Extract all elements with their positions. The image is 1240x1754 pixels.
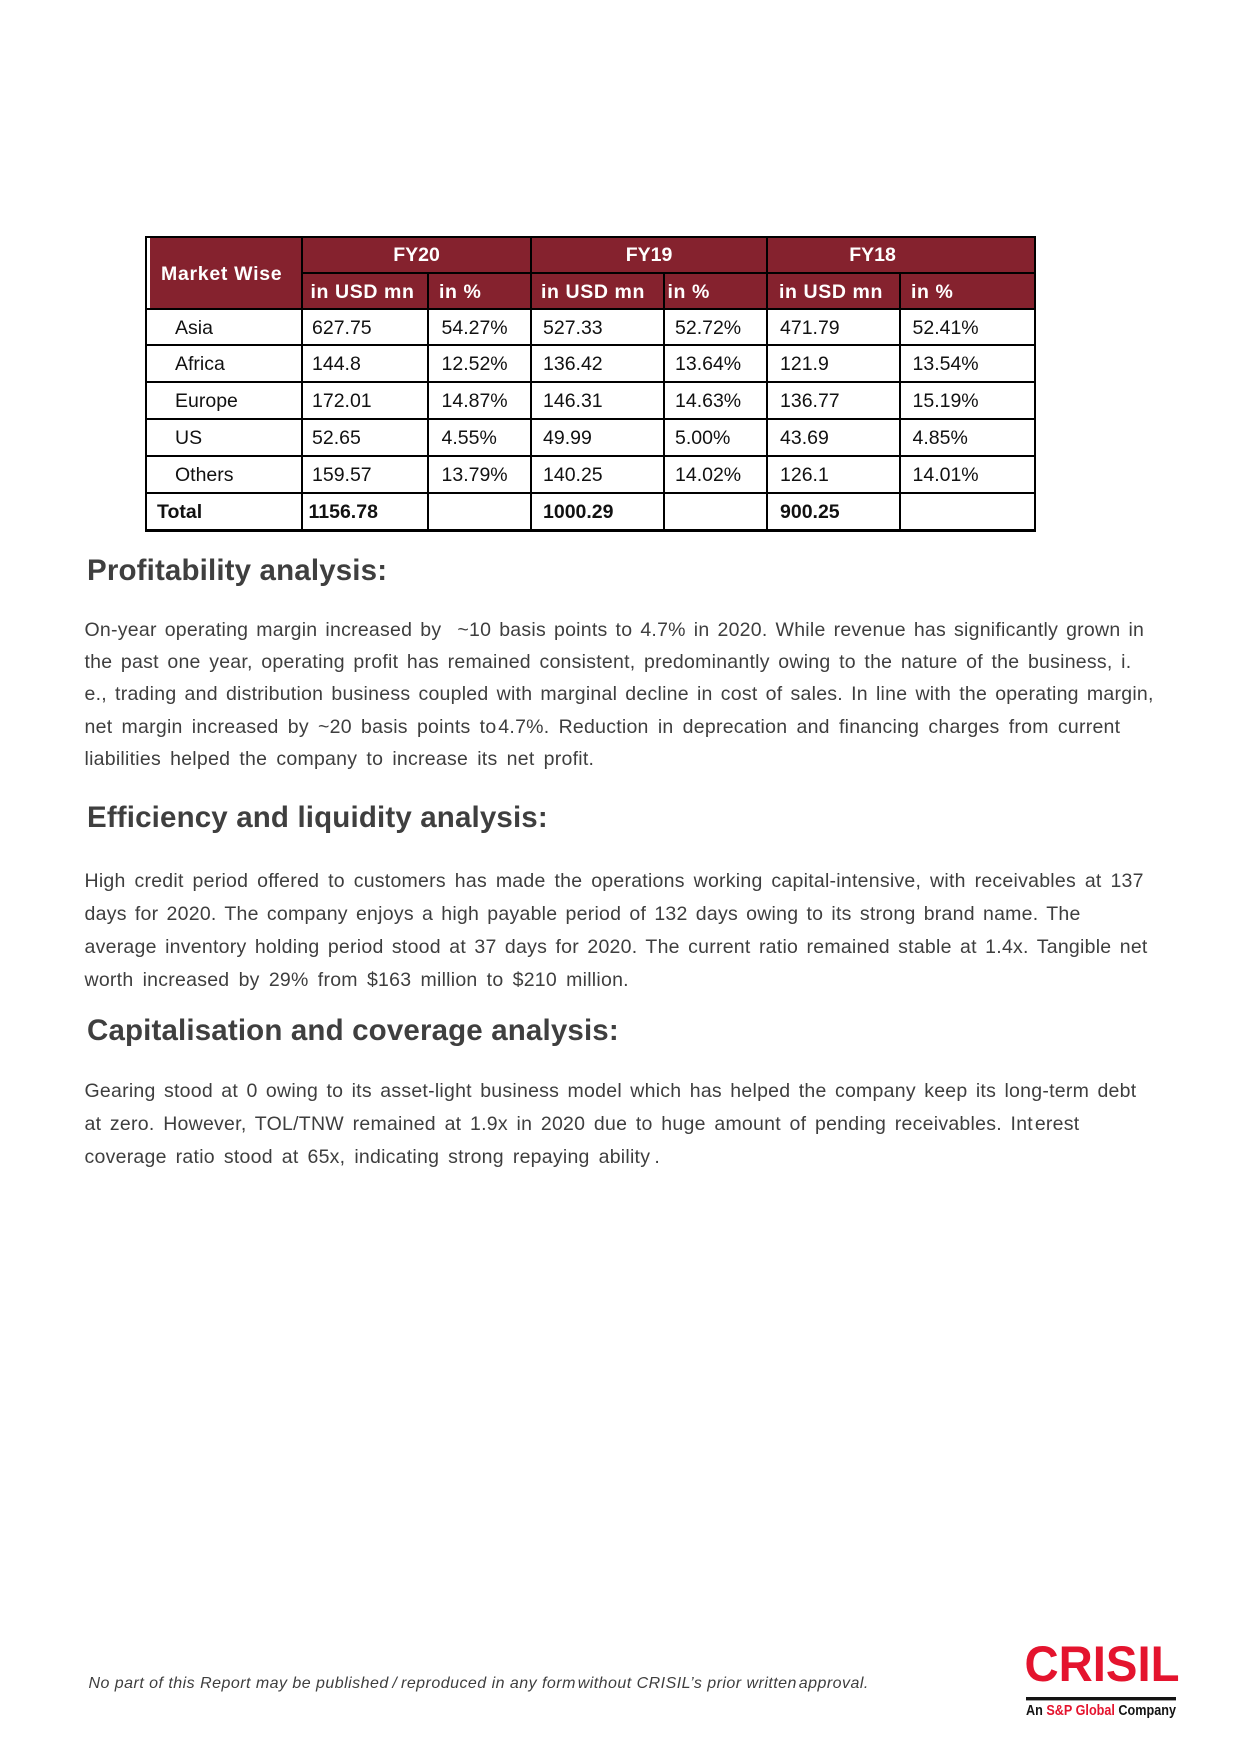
svg-text:CRISIL: CRISIL (1025, 1638, 1180, 1692)
svg-text:An S&P Global Company: An S&P Global Company (1026, 1703, 1176, 1719)
